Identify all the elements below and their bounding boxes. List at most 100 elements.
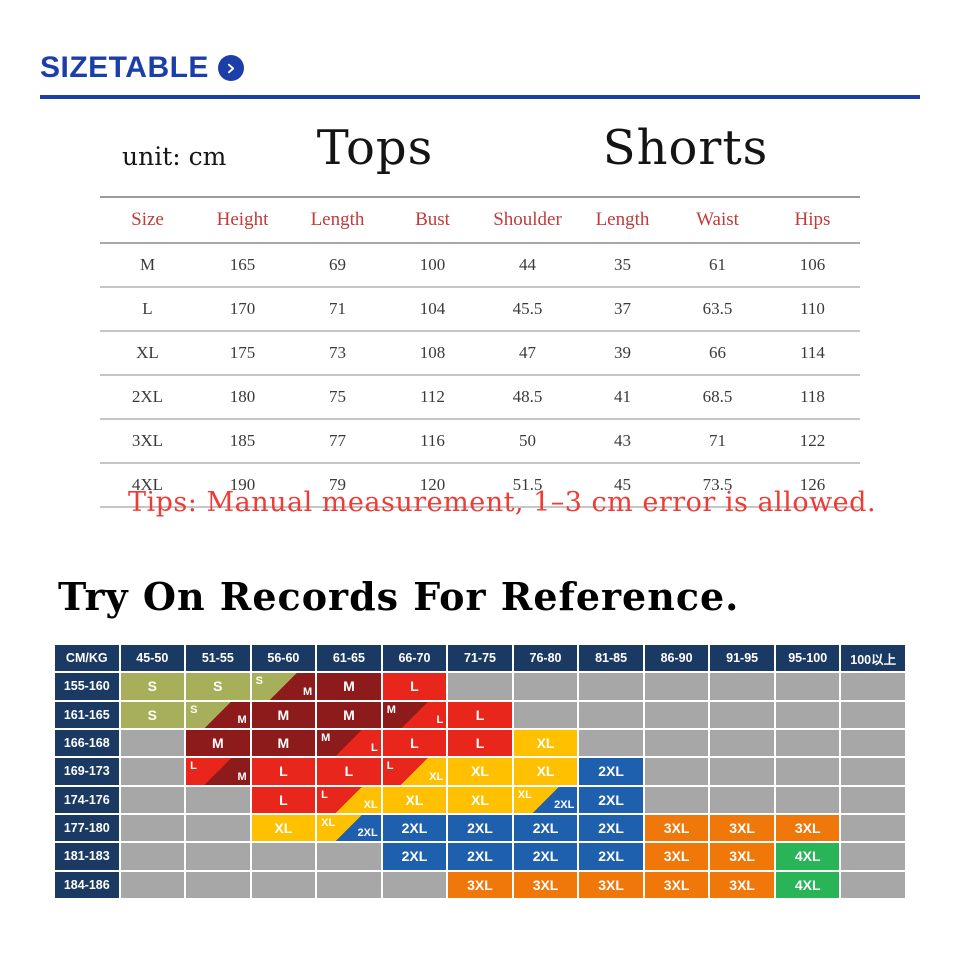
size-table-cell: 106	[765, 243, 860, 288]
grid-cell: XL	[448, 758, 512, 785]
grid-cell: M	[317, 701, 381, 728]
grid-cell: 3XL	[775, 815, 840, 842]
shorts-heading: Shorts	[602, 120, 769, 176]
grid-cell: L	[251, 758, 316, 785]
size-table-cell: 73	[290, 331, 385, 376]
grid-cell: L XL	[382, 758, 447, 785]
size-table-cell: 112	[385, 375, 480, 420]
grid-cell: L	[382, 730, 447, 757]
grid-cell	[841, 815, 905, 842]
grid-cell-size-secondary: 2XL	[357, 827, 378, 840]
size-table-cell: 126	[765, 463, 860, 508]
grid-cell-size-secondary: XL	[363, 799, 378, 811]
grid-cell	[579, 701, 643, 728]
size-table-cell: 63.5	[670, 287, 765, 332]
size-table-cell: 104	[385, 287, 480, 332]
grid-cell	[775, 673, 840, 700]
size-table-cell: 45.5	[480, 287, 575, 332]
size-table-cell: 190	[195, 463, 290, 508]
size-table-cell: 50	[480, 419, 575, 464]
size-table-cell: 122	[765, 419, 860, 464]
grid-cell: 3XL	[644, 871, 709, 898]
grid-header-cell: 56-60	[251, 645, 316, 672]
tops-heading: Tops	[316, 120, 434, 176]
grid-cell	[841, 843, 905, 870]
size-table-cell: 37	[575, 287, 670, 332]
tips-text: Tips: Manual measurement, 1–3 cm error i…	[128, 487, 877, 518]
grid-header-cell: 45-50	[120, 645, 185, 672]
grid-cell: S	[186, 673, 250, 700]
grid-cell	[841, 758, 905, 785]
grid-header-cell: 81-85	[579, 645, 643, 672]
size-table-cell: 39	[575, 331, 670, 376]
size-table-cell: 43	[575, 419, 670, 464]
try-on-title: Try On Records For Reference.	[58, 574, 740, 619]
grid-cell	[251, 871, 316, 898]
grid-cell: 4XL	[775, 843, 840, 870]
grid-row-label: 177-180	[55, 815, 119, 842]
grid-cell: 2XL	[579, 843, 643, 870]
grid-cell-size-secondary: M	[237, 770, 247, 783]
grid-cell	[120, 730, 185, 757]
grid-cell: 3XL	[644, 843, 709, 870]
grid-cell: XL	[448, 786, 512, 813]
grid-row-label: 181-183	[55, 843, 119, 870]
grid-cell: 3XL	[710, 871, 774, 898]
column-header: Shoulder	[493, 209, 562, 230]
grid-cell	[644, 758, 709, 785]
size-table-cell: 44	[480, 243, 575, 288]
grid-cell	[841, 701, 905, 728]
grid-cell	[775, 786, 840, 813]
grid-cell	[710, 673, 774, 700]
grid-cell: 2XL	[448, 843, 512, 870]
grid-cell	[775, 730, 840, 757]
size-table-cell: 175	[195, 331, 290, 376]
size-table-row: 3XL 185 77 116 50 43 71 122	[100, 419, 860, 464]
size-table-row: L 170 71 104 45.5 37 63.5 110	[100, 287, 860, 332]
column-header: Bust	[415, 209, 450, 230]
column-header: Size	[131, 209, 164, 230]
grid-cell-size-secondary: M	[237, 714, 247, 726]
page-title: SIZETABLE	[40, 51, 209, 84]
size-table-cell: 45	[575, 463, 670, 508]
size-table-cell: 2XL	[100, 375, 195, 420]
grid-cell	[513, 673, 578, 700]
size-table-cell: 120	[385, 463, 480, 508]
grid-cell-size-secondary: M	[302, 685, 313, 698]
grid-row-label: 174-176	[55, 786, 119, 813]
size-table-cell: 35	[575, 243, 670, 288]
grid-cell-size-secondary: 2XL	[554, 799, 575, 811]
grid-cell-size-primary: M	[386, 703, 396, 716]
grid-cell-size-primary: L	[386, 760, 394, 773]
grid-cell: L	[382, 673, 447, 700]
grid-cell	[186, 871, 250, 898]
grid-cell-size-primary: S	[255, 675, 263, 688]
grid-cell	[448, 673, 512, 700]
size-table-row: XL 175 73 108 47 39 66 114	[100, 331, 860, 376]
size-table-cell: 165	[195, 243, 290, 288]
grid-cell: S	[120, 673, 185, 700]
grid-header-cell: 51-55	[186, 645, 250, 672]
size-table-cell: 114	[765, 331, 860, 376]
grid-cell: 2XL	[513, 815, 578, 842]
size-table-cell: 118	[765, 375, 860, 420]
grid-cell	[644, 701, 709, 728]
size-table-row: 4XL 190 79 120 51.5 45 73.5 126	[100, 463, 860, 508]
size-table-cell: 48.5	[480, 375, 575, 420]
grid-cell	[120, 843, 185, 870]
grid-cell	[579, 730, 643, 757]
grid-cell: 3XL	[710, 843, 774, 870]
grid-cell	[710, 701, 774, 728]
column-header: Hips	[794, 209, 831, 230]
column-header: Height	[216, 209, 269, 230]
grid-cell-size-secondary: XL	[429, 770, 444, 783]
grid-cell	[186, 786, 250, 813]
grid-cell-size-primary: XL	[517, 788, 532, 801]
grid-cell: 2XL	[382, 815, 447, 842]
grid-cell	[775, 758, 840, 785]
grid-cell: L	[448, 701, 512, 728]
grid-cell	[841, 673, 905, 700]
